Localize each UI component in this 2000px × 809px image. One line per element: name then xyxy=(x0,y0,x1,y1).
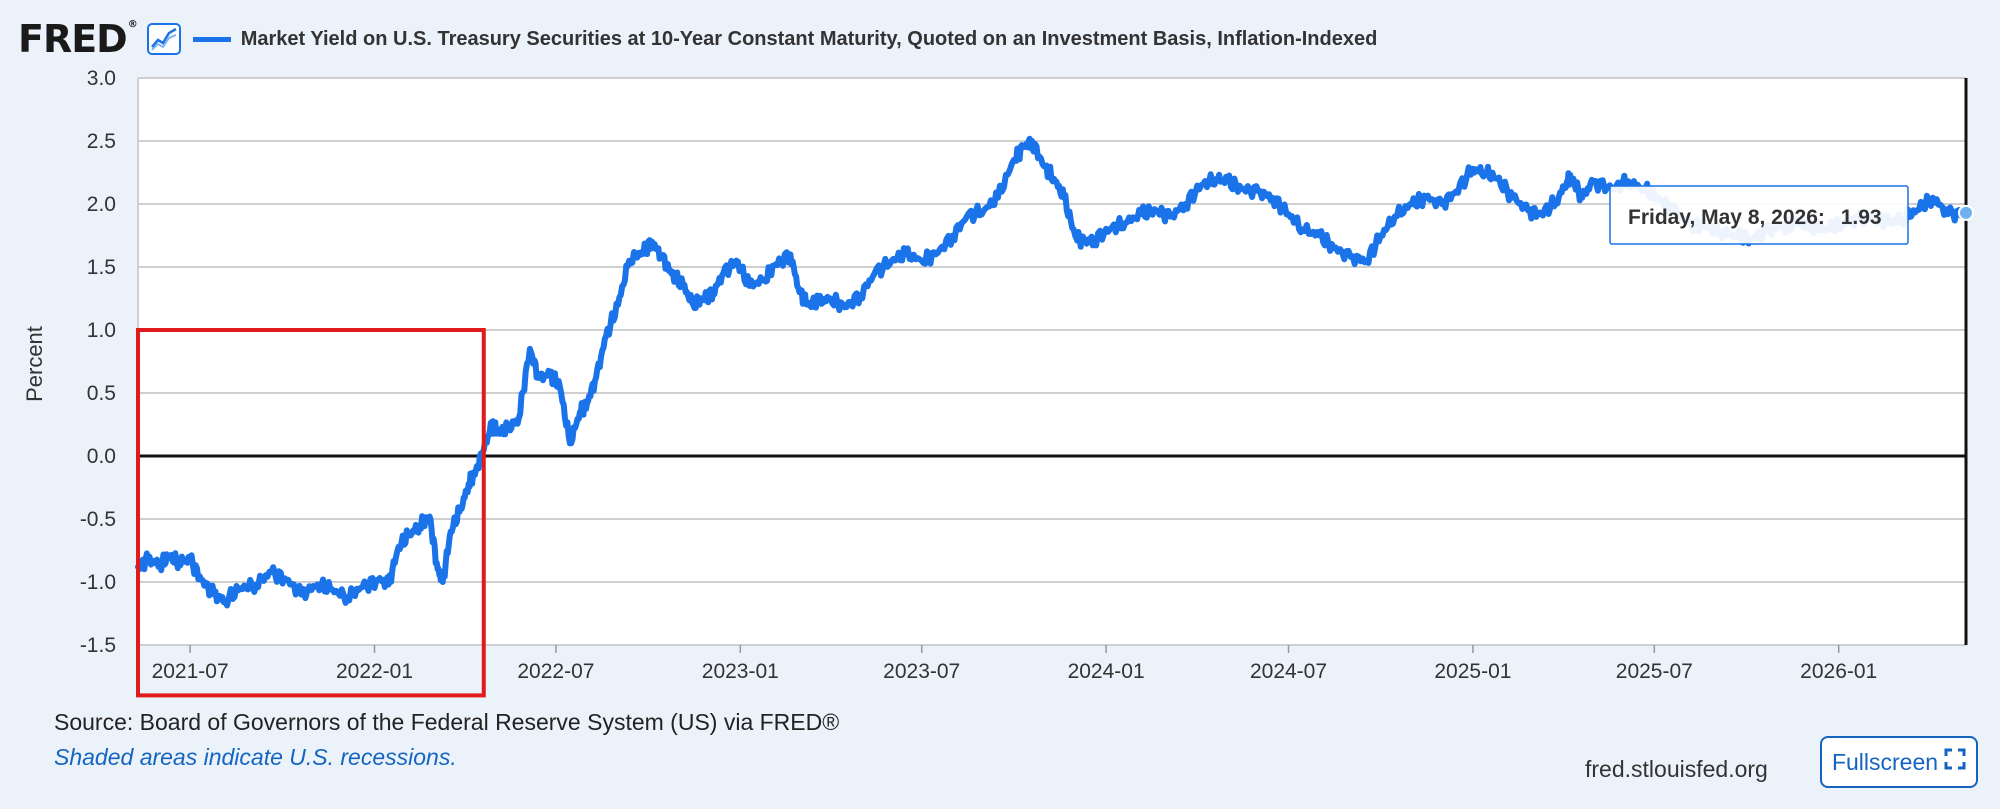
y-tick-label: 2.5 xyxy=(87,130,116,153)
y-tick-label: 1.5 xyxy=(87,256,116,279)
y-tick-label: 2.0 xyxy=(87,193,116,216)
hover-point xyxy=(1958,204,1974,221)
fullscreen-label: Fullscreen xyxy=(1831,748,1939,775)
svg-text:Friday, May 8, 2026: 1.9: Friday, May 8, 2026: 1.93 xyxy=(1628,206,1882,229)
y-tick-label: -0.5 xyxy=(80,508,116,531)
x-tick-label: 2022-01 xyxy=(336,660,413,683)
y-tick-label: 3.0 xyxy=(87,67,116,90)
expand-icon xyxy=(1944,748,1966,776)
y-tick-label: 0.0 xyxy=(87,445,116,468)
fred-logo[interactable]: FRED® xyxy=(18,17,138,61)
x-tick-label: 2026-01 xyxy=(1800,660,1877,683)
y-tick-label: -1.5 xyxy=(80,634,116,657)
tooltip: Friday, May 8, 2026: 1.93 xyxy=(1609,185,1909,245)
y-tick-label: 1.0 xyxy=(87,319,116,342)
fred-logo-reg: ® xyxy=(127,19,138,30)
x-tick-label: 2023-01 xyxy=(702,660,779,683)
legend-swatch xyxy=(192,36,231,42)
x-tick-labels: 2021-07 2022-01 2022-07 2023-01 2023-07 2024-… xyxy=(152,645,1877,683)
y-axis-label: Percent xyxy=(22,326,47,402)
y-tick-labels: 3.0 2.5 2.0 1.5 1.0 0.5 0.0 -0.5 -1.0 -1.5 xyxy=(80,67,116,657)
site-url[interactable]: fred.stlouisfed.org xyxy=(1585,756,1768,782)
tooltip-date: Friday, May 8, 2026: xyxy=(1628,206,1825,229)
y-tick-label: -1.0 xyxy=(80,571,116,594)
y-tick-label: 0.5 xyxy=(87,382,116,405)
source-text: Source: Board of Governors of the Federa… xyxy=(54,709,840,735)
x-tick-label: 2025-07 xyxy=(1616,660,1693,683)
x-tick-label: 2021-07 xyxy=(152,660,229,683)
chart-header: FRED® Market Yield on U.S. Treasury Secu… xyxy=(18,16,1377,62)
x-tick-label: 2023-07 xyxy=(883,660,960,683)
x-tick-label: 2024-07 xyxy=(1250,660,1327,683)
x-tick-label: 2025-01 xyxy=(1434,660,1511,683)
plot-area xyxy=(138,78,1966,645)
fred-graph-icon xyxy=(146,23,181,55)
recession-note[interactable]: Shaded areas indicate U.S. recessions. xyxy=(54,744,457,770)
x-tick-label: 2022-07 xyxy=(517,660,594,683)
highlight-box xyxy=(136,328,486,698)
series-line xyxy=(135,135,1969,609)
chart-title: Market Yield on U.S. Treasury Securities… xyxy=(240,27,1378,50)
tooltip-value: 1.93 xyxy=(1841,206,1882,229)
grid-lines xyxy=(137,77,1966,646)
fullscreen-button[interactable]: Fullscreen xyxy=(1820,736,1978,788)
x-tick-label: 2024-01 xyxy=(1068,660,1145,683)
